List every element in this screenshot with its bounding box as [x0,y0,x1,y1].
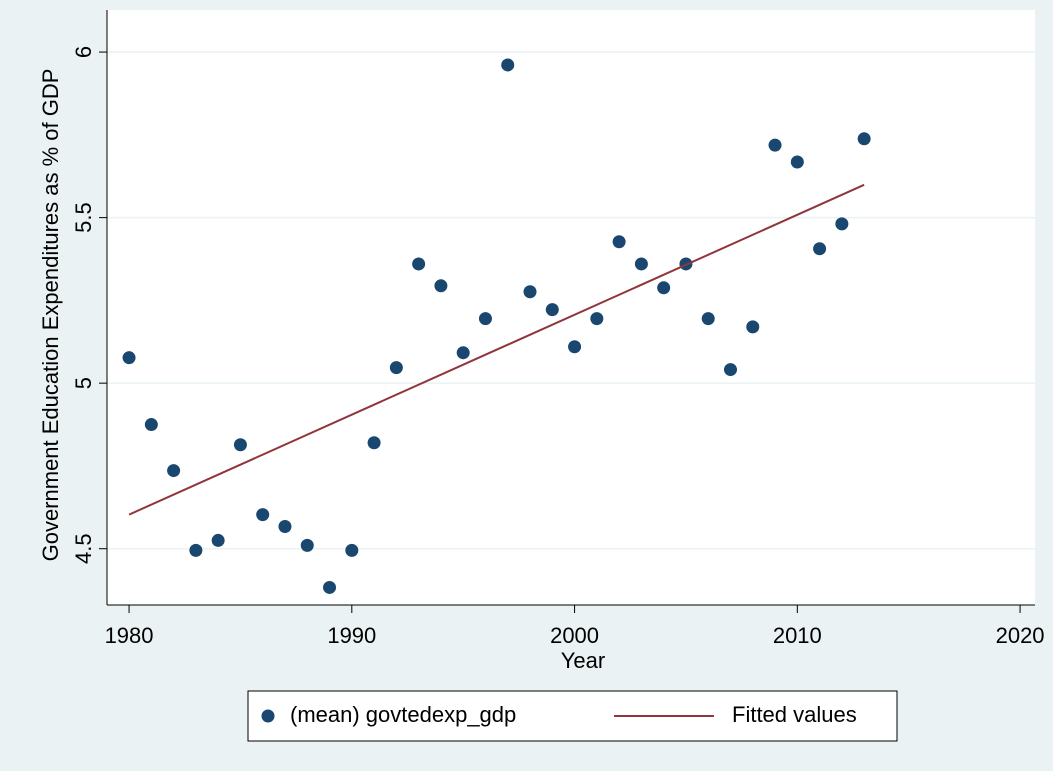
data-point [657,281,671,295]
data-point [144,418,158,432]
data-point [211,533,225,547]
data-point [634,257,648,271]
data-point [434,279,448,293]
data-point [122,351,136,365]
data-point [746,320,760,334]
data-point [323,580,337,594]
data-point [367,436,381,450]
data-point [345,543,359,557]
data-point [412,257,426,271]
data-point [835,217,849,231]
data-point [501,58,515,72]
legend-label: Fitted values [732,702,857,727]
data-point [813,242,827,256]
plot-area [107,10,1035,605]
legend-marker [261,709,275,723]
x-tick-label: 2010 [773,623,822,648]
data-point [612,235,626,249]
data-point [523,285,537,299]
data-point [790,155,804,169]
x-tick-label: 2000 [550,623,599,648]
y-tick-label: 5.5 [71,202,96,233]
data-point [723,363,737,377]
data-point [189,543,203,557]
y-tick-label: 5 [71,377,96,389]
data-point [701,312,715,326]
data-point [590,312,604,326]
data-point [857,132,871,146]
data-point [768,138,782,152]
data-point [456,346,470,360]
fitted-line [128,183,865,516]
x-axis-label: Year [561,648,605,673]
data-point [256,508,270,522]
data-point [389,361,403,375]
x-tick-label: 2020 [996,623,1045,648]
x-tick-label: 1990 [327,623,376,648]
y-tick-label: 4.5 [71,533,96,564]
data-point [545,303,559,317]
y-tick-label: 6 [71,46,96,58]
x-tick-label: 1980 [105,623,154,648]
legend-box [247,690,898,742]
data-point [233,438,247,452]
legend-label: (mean) govtedexp_gdp [290,702,516,727]
y-axis-label: Government Education Expenditures as % o… [38,69,63,562]
data-point [568,340,582,354]
data-point [278,520,292,534]
data-point [478,312,492,326]
data-point [300,538,314,552]
data-point [167,464,181,478]
